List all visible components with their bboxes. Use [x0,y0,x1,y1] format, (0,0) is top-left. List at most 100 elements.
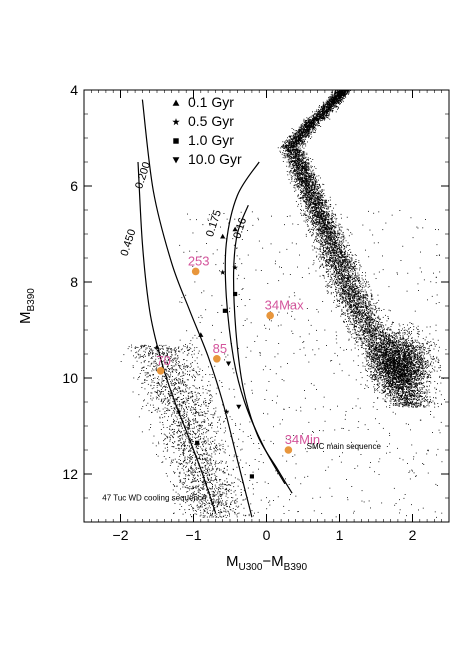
scatter-point [299,126,301,128]
scatter-point [313,207,315,209]
scatter-point [375,340,377,342]
scatter-point [368,300,370,302]
scatter-point [337,281,339,283]
scatter-point [347,252,348,254]
scatter-point [367,344,369,346]
scatter-point [373,339,374,341]
scatter-point [351,275,353,276]
scatter-point [299,170,301,172]
scatter-point [318,258,319,260]
scatter-point [287,153,289,155]
scatter-point [339,295,341,297]
scatter-point [402,373,404,375]
scatter-point [366,280,368,282]
scatter-point [371,322,373,324]
scatter-point [353,325,355,327]
scatter-point [317,123,319,124]
scatter-point [373,303,375,305]
scatter-point [331,266,332,268]
scatter-point [368,362,369,364]
scatter-point [328,102,330,104]
scatter-point [322,105,324,107]
scatter-point [302,157,304,159]
scatter-point [408,362,410,363]
scatter-point [328,285,330,287]
scatter-point [371,355,372,357]
scatter-point [425,389,427,391]
scatter-point [403,395,405,397]
scatter-point [379,354,380,356]
scatter-point [384,342,385,344]
scatter-point [327,259,329,261]
scatter-point [318,193,320,194]
scatter-point [358,289,360,290]
scatter-point [406,375,408,377]
scatter-point [362,334,364,336]
scatter-point [320,198,322,200]
scatter-point [283,155,285,156]
scatter-point [298,147,300,148]
scatter-point [410,402,411,404]
scatter-point [298,177,300,179]
scatter-point [311,126,312,128]
scatter-point [321,228,323,230]
scatter-point [346,277,348,278]
scatter-point [376,342,378,344]
scatter-point [381,351,382,353]
scatter-point [382,331,384,333]
scatter-point [348,235,350,237]
scatter-point [372,344,374,346]
scatter-point [327,231,329,233]
scatter-point [308,177,309,179]
scatter-point [353,279,355,281]
scatter-point [325,110,326,112]
scatter-point [371,339,373,341]
scatter-point [359,286,361,288]
scatter-point [315,226,316,228]
scatter-point [295,170,296,172]
scatter-point [340,272,342,274]
scatter-point [357,314,359,316]
scatter-point [315,184,317,186]
scatter-point [343,297,345,298]
scatter-point [329,100,331,101]
scatter-point [353,295,354,297]
scatter-point [312,177,313,179]
scatter-point [430,382,432,384]
scatter-point [374,325,376,326]
scatter-point [287,156,289,158]
scatter-point [380,364,381,365]
scatter-point [380,343,382,345]
scatter-point [313,262,315,264]
scatter-point [368,328,370,330]
scatter-point [305,122,307,124]
scatter-point [336,247,338,249]
scatter-point [347,276,349,278]
scatter-point [330,236,332,238]
scatter-point [323,215,324,216]
scatter-point [293,149,295,151]
scatter-point [383,356,384,358]
scatter-point [369,324,371,325]
scatter-point [322,205,324,206]
scatter-point [305,183,306,185]
scatter-point [327,110,329,112]
scatter-point [330,257,331,258]
scatter-point [334,92,336,94]
scatter-point [337,306,339,307]
scatter-point [290,159,292,161]
scatter-point [348,292,350,294]
scatter-point [338,223,340,225]
scatter-point [399,395,401,396]
scatter-point [387,341,389,342]
scatter-point [367,286,369,288]
scatter-point [359,309,361,311]
scatter-point [342,270,344,272]
scatter-point [296,170,297,172]
scatter-point [343,278,345,279]
scatter-point [306,129,308,131]
scatter-point [338,275,340,277]
scatter-point [349,260,351,262]
scatter-point [301,178,302,179]
scatter-point [302,152,304,154]
